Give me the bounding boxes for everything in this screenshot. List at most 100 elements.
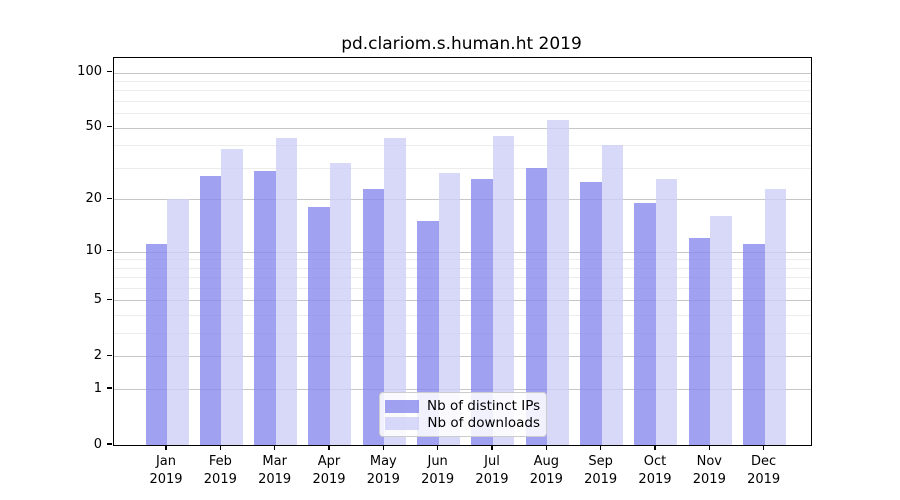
chart-legend: Nb of distinct IPs Nb of downloads <box>379 392 547 437</box>
x-tick-year-apr: 2019 <box>312 471 346 487</box>
x-tick-label-aug: Aug 2019 <box>516 453 576 488</box>
x-tick-label-nov: Nov 2019 <box>679 453 739 488</box>
bar-distinct-ips-dec <box>743 244 765 445</box>
x-tick-label-jun: Jun 2019 <box>408 453 468 488</box>
y-tick-label-5: 5 <box>93 291 102 307</box>
gridline-minor-9 <box>114 259 811 261</box>
x-tick-year-may: 2019 <box>366 471 400 487</box>
x-tick-month-sep: Sep <box>588 454 613 469</box>
x-tick-year-jun: 2019 <box>421 471 455 487</box>
x-tick-label-feb: Feb 2019 <box>190 453 250 488</box>
gridline-minor-30 <box>114 167 811 169</box>
x-tick-apr <box>328 445 330 450</box>
y-tick-label-1: 1 <box>93 380 102 396</box>
x-tick-month-oct: Oct <box>643 454 667 469</box>
y-tick-20 <box>107 197 112 200</box>
x-tick-month-jul: Jul <box>484 454 500 469</box>
x-tick-jan <box>165 445 167 450</box>
bar-downloads-oct <box>655 179 678 445</box>
gridline-minor-70 <box>114 101 811 103</box>
x-tick-jun <box>436 445 439 450</box>
gridline-minor-8 <box>114 267 811 269</box>
y-tick-label-0: 0 <box>93 436 102 452</box>
gridline-minor-3 <box>114 333 811 335</box>
gridline-10 <box>114 251 811 253</box>
y-tick-10 <box>107 249 112 252</box>
x-tick-label-apr: Apr 2019 <box>299 453 359 488</box>
x-tick-nov <box>708 445 711 450</box>
x-tick-mar <box>273 445 276 450</box>
x-tick-oct <box>654 445 656 450</box>
legend-label-distinct-ips: Nb of distinct IPs <box>427 398 541 414</box>
gridline-2 <box>114 356 811 358</box>
bar-distinct-ips-jun <box>417 221 439 445</box>
bar-downloads-nov <box>710 216 732 445</box>
y-tick-label-2: 2 <box>93 347 102 363</box>
bar-distinct-ips-jan <box>145 244 167 445</box>
gridline-minor-4 <box>114 315 811 317</box>
bar-distinct-ips-feb <box>199 176 222 445</box>
x-tick-month-feb: Feb <box>208 454 232 469</box>
gridline-50 <box>114 127 811 129</box>
x-tick-sep <box>599 445 602 450</box>
bar-downloads-aug <box>547 120 569 445</box>
plot-area <box>113 57 812 446</box>
bar-distinct-ips-jul <box>471 179 493 445</box>
x-tick-label-jul: Jul 2019 <box>462 453 522 488</box>
y-tick-label-10: 10 <box>85 243 102 258</box>
gridline-minor-6 <box>114 287 811 289</box>
bar-distinct-ips-oct <box>634 203 656 445</box>
x-tick-aug <box>545 445 548 450</box>
bar-downloads-jul <box>492 136 515 445</box>
gridline-minor-90 <box>114 80 811 82</box>
bar-downloads-apr <box>329 162 352 445</box>
bar-distinct-ips-apr <box>308 207 330 445</box>
bar-distinct-ips-mar <box>254 170 276 445</box>
x-tick-label-sep: Sep 2019 <box>571 453 631 488</box>
x-tick-label-mar: Mar 2019 <box>245 453 305 488</box>
chart-title: pd.clariom.s.human.ht 2019 <box>341 34 582 54</box>
x-tick-label-dec: Dec 2019 <box>734 453 794 488</box>
y-tick-label-20: 20 <box>85 190 102 206</box>
gridline-5 <box>114 300 811 302</box>
bar-downloads-dec <box>764 188 787 445</box>
x-tick-month-dec: Dec <box>751 454 777 469</box>
y-tick-100 <box>107 70 112 73</box>
x-tick-label-oct: Oct 2019 <box>625 453 685 488</box>
x-tick-year-aug: 2019 <box>529 471 563 487</box>
bar-downloads-feb <box>221 149 243 445</box>
legend-swatch-distinct-ips <box>385 399 419 413</box>
y-tick-label-100: 100 <box>77 64 102 80</box>
x-tick-year-feb: 2019 <box>203 471 237 487</box>
gridline-100 <box>114 72 811 74</box>
x-tick-month-nov: Nov <box>696 454 722 469</box>
bar-distinct-ips-may <box>362 188 385 445</box>
x-tick-label-jan: Jan 2019 <box>136 453 196 488</box>
bar-downloads-mar <box>275 137 298 445</box>
x-tick-month-apr: Apr <box>317 454 341 469</box>
gridline-minor-40 <box>114 145 811 147</box>
bar-downloads-jun <box>438 173 461 445</box>
x-tick-may <box>382 445 385 450</box>
x-tick-month-may: May <box>369 454 397 469</box>
x-tick-month-jan: Jan <box>155 454 177 469</box>
legend-swatch-downloads <box>385 416 419 430</box>
x-tick-month-jun: Jun <box>427 454 448 469</box>
gridline-minor-60 <box>114 113 811 115</box>
x-tick-feb <box>219 445 222 450</box>
x-tick-month-aug: Aug <box>533 454 559 469</box>
legend-item-downloads: Nb of downloads <box>385 415 540 431</box>
x-tick-month-mar: Mar <box>262 454 287 469</box>
legend-label-downloads: Nb of downloads <box>427 415 540 431</box>
x-tick-label-may: May 2019 <box>353 453 413 488</box>
x-tick-year-mar: 2019 <box>258 471 292 487</box>
y-tick-5 <box>107 298 112 301</box>
gridline-minor-7 <box>114 277 811 279</box>
x-tick-jul <box>491 445 493 450</box>
y-tick-50 <box>107 125 112 128</box>
y-tick-2 <box>107 354 112 357</box>
y-tick-label-50: 50 <box>85 119 102 135</box>
bar-downloads-sep <box>601 145 624 445</box>
x-tick-year-jan: 2019 <box>149 471 183 487</box>
